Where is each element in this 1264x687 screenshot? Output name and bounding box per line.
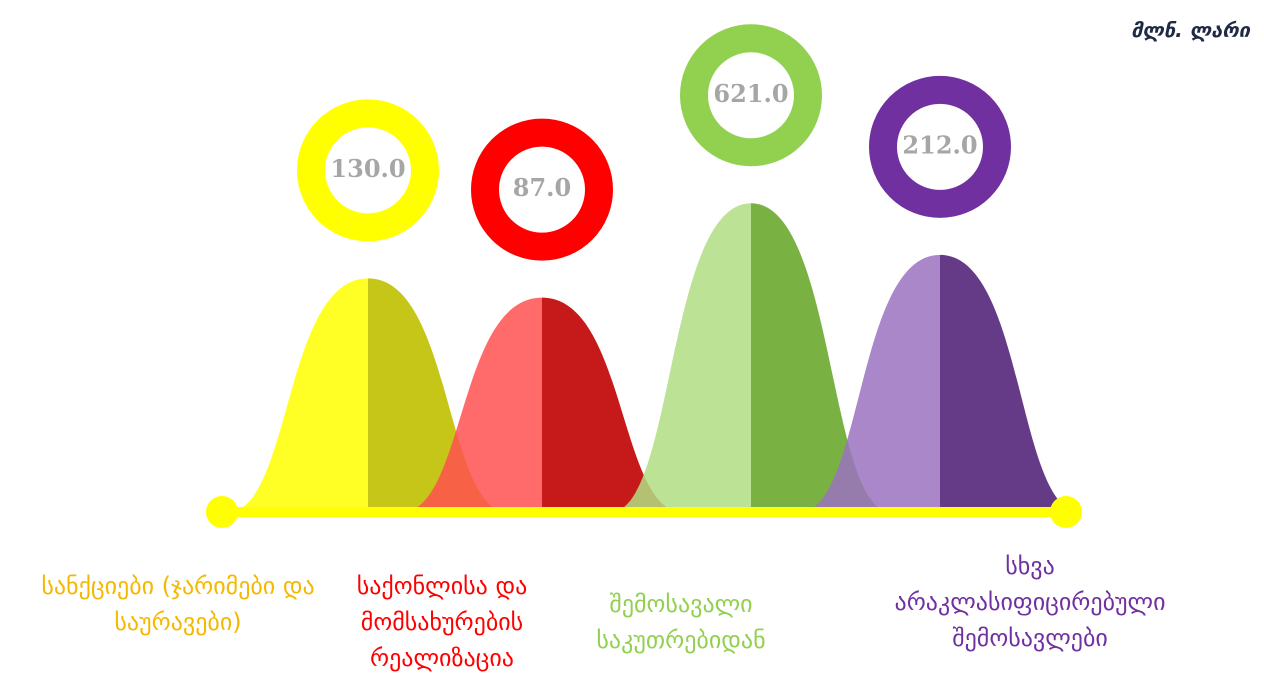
category-label: შემოსავალი საკუთრებიდან — [596, 590, 766, 654]
value-ring — [297, 99, 439, 242]
value-ring — [680, 24, 822, 167]
value-label: 212.0 — [902, 130, 977, 159]
bell-left — [228, 278, 368, 512]
bell-left — [611, 203, 751, 512]
baseline-end — [206, 496, 238, 528]
bell-left — [402, 297, 542, 512]
category-label: სხვა არაკლასიფიცირებული შემოსავლები — [894, 552, 1166, 652]
bell-left — [800, 254, 940, 513]
bell-right — [542, 297, 682, 512]
value-ring — [869, 75, 1011, 218]
category-label: საქონლისა და მომსახურების რეალიზაცია — [356, 572, 528, 672]
value-label: 87.0 — [513, 173, 571, 202]
value-label: 621.0 — [713, 79, 788, 108]
baseline-end — [1050, 496, 1082, 528]
category-label: სანქციები (ჯარიმები და საურავები) — [41, 572, 315, 636]
bell-right — [368, 278, 508, 512]
value-label: 130.0 — [330, 154, 405, 183]
bell-right — [751, 203, 891, 512]
bell-right — [940, 254, 1080, 513]
value-ring — [471, 118, 613, 261]
unit-label: მლნ. ლარი — [1131, 18, 1250, 42]
